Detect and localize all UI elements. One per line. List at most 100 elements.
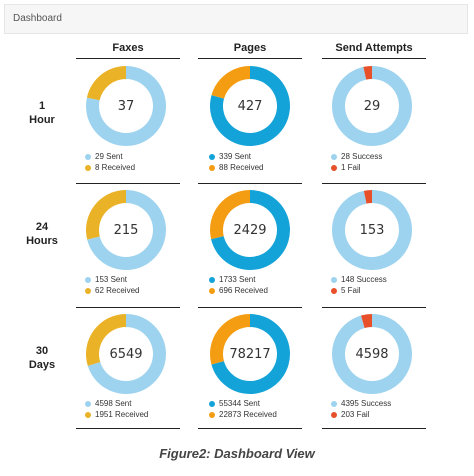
donut-segment-primary[interactable] (86, 66, 166, 146)
column-underline (322, 58, 426, 59)
row-label-1-hour: 1 Hour (22, 99, 62, 127)
legend-label: 5 Fail (341, 286, 361, 295)
legend-dot-icon (209, 411, 215, 418)
legend-dot-icon (209, 287, 215, 294)
row-separator (198, 428, 302, 429)
column-underline (76, 58, 180, 59)
legend-dot-icon (85, 287, 91, 294)
row-separator (76, 428, 180, 429)
legend-label: 4598 Sent (95, 399, 132, 408)
donut-total: 215 (113, 222, 139, 238)
donut-segment-secondary[interactable] (86, 314, 126, 366)
legend-faxes-24h: 153 Sent 62 Received (85, 274, 139, 296)
row-separator (322, 183, 426, 184)
legend-label: 88 Received (219, 163, 264, 172)
row-separator (198, 307, 302, 308)
donut-chart-faxes-1h[interactable]: 37 (85, 65, 167, 147)
legend-dot-icon (209, 276, 215, 283)
row-separator (76, 183, 180, 184)
legend-attempts-30d: 4395 Success 203 Fail (331, 398, 391, 420)
donut-segment-primary[interactable] (87, 314, 166, 394)
legend-dot-icon (331, 164, 337, 171)
legend-dot-icon (209, 400, 215, 407)
legend-attempts-1h: 28 Success 1 Fail (331, 151, 382, 173)
legend-dot-icon (85, 276, 91, 283)
legend-dot-icon (85, 164, 91, 171)
legend-label: 22873 Received (219, 410, 277, 419)
legend-label: 339 Sent (219, 152, 252, 161)
figure-caption: Figure2: Dashboard View (159, 446, 315, 461)
row-label-number: 30 (35, 345, 49, 357)
legend-faxes-30d: 4598 Sent 1951 Received (85, 398, 148, 420)
dashboard-title: Dashboard (13, 13, 62, 24)
donut-chart-pages-24h[interactable]: 2429 (209, 189, 291, 271)
column-underline (198, 58, 302, 59)
legend-attempts-24h: 148 Success 5 Fail (331, 274, 387, 296)
row-label-unit: Hour (29, 114, 55, 126)
legend-label: 8 Received (95, 163, 136, 172)
legend-label: 4395 Success (341, 399, 392, 408)
donut-chart-attempts-24h[interactable]: 153 (331, 189, 413, 271)
legend-dot-icon (331, 153, 337, 160)
legend-label: 1 Fail (341, 163, 361, 172)
row-label-24-hours: 24 Hours (22, 220, 62, 248)
row-label-unit: Hours (26, 235, 58, 247)
legend-pages-24h: 1733 Sent 696 Received (209, 274, 268, 296)
legend-faxes-1h: 29 Sent 8 Received (85, 151, 135, 173)
legend-label: 148 Success (341, 275, 387, 284)
legend-dot-icon (331, 276, 337, 283)
legend-dot-icon (85, 411, 91, 418)
donut-segment-primary[interactable] (87, 190, 166, 270)
row-separator (322, 428, 426, 429)
legend-label: 696 Received (219, 286, 268, 295)
donut-segment-secondary[interactable] (211, 66, 250, 99)
donut-chart-pages-1h[interactable]: 427 (209, 65, 291, 147)
row-label-number: 24 (35, 221, 49, 233)
donut-segment-secondary[interactable] (363, 190, 372, 204)
donut-segment-primary[interactable] (332, 314, 412, 394)
donut-segment-secondary[interactable] (361, 314, 372, 329)
row-label-number: 1 (38, 100, 46, 112)
donut-total: 37 (117, 98, 135, 114)
legend-dot-icon (85, 153, 91, 160)
donut-chart-attempts-30d[interactable]: 4598 (331, 313, 413, 395)
row-separator (322, 307, 426, 308)
row-separator (76, 307, 180, 308)
row-label-30-days: 30 Days (22, 344, 62, 372)
donut-segment-secondary[interactable] (86, 190, 126, 240)
donut-segment-primary[interactable] (210, 66, 290, 146)
legend-label: 153 Sent (95, 275, 128, 284)
donut-segment-primary[interactable] (211, 314, 290, 394)
legend-label: 203 Fail (341, 410, 370, 419)
legend-dot-icon (331, 411, 337, 418)
donut-total: 4598 (355, 346, 389, 362)
donut-total: 78217 (229, 346, 271, 362)
dashboard-header-bar: Dashboard (4, 4, 468, 34)
donut-segment-primary[interactable] (332, 66, 412, 146)
donut-total: 427 (237, 98, 263, 114)
donut-chart-attempts-1h[interactable]: 29 (331, 65, 413, 147)
legend-label: 62 Received (95, 286, 140, 295)
legend-label: 29 Sent (95, 152, 123, 161)
legend-pages-1h: 339 Sent 88 Received (209, 151, 263, 173)
legend-dot-icon (331, 400, 337, 407)
column-header-faxes: Faxes (112, 42, 144, 54)
donut-segment-secondary[interactable] (210, 190, 250, 240)
donut-segment-primary[interactable] (211, 190, 290, 270)
donut-segment-secondary[interactable] (363, 66, 372, 80)
donut-total: 29 (363, 98, 381, 114)
donut-chart-faxes-24h[interactable]: 215 (85, 189, 167, 271)
donut-segment-secondary[interactable] (86, 66, 126, 101)
column-header-pages: Pages (233, 42, 267, 54)
donut-segment-secondary[interactable] (210, 314, 250, 365)
legend-pages-30d: 55344 Sent 22873 Received (209, 398, 277, 420)
donut-segment-primary[interactable] (332, 190, 412, 270)
legend-dot-icon (209, 164, 215, 171)
donut-total: 6549 (109, 346, 143, 362)
donut-chart-pages-30d[interactable]: 78217 (209, 313, 291, 395)
legend-label: 1951 Received (95, 410, 149, 419)
legend-dot-icon (85, 400, 91, 407)
column-header-send-attempts: Send Attempts (335, 42, 413, 54)
legend-label: 1733 Sent (219, 275, 256, 284)
donut-chart-faxes-30d[interactable]: 6549 (85, 313, 167, 395)
